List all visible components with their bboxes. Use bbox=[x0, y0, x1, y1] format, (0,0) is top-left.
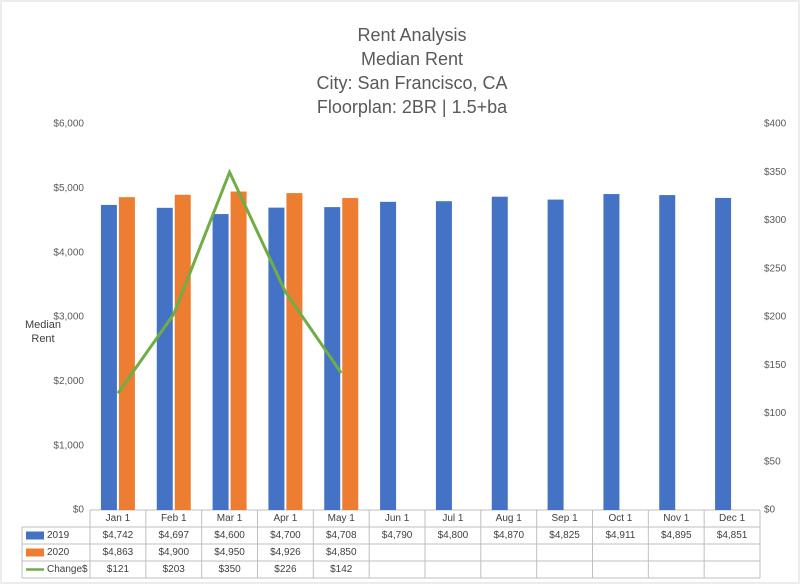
chart-title: Rent Analysis bbox=[357, 25, 466, 45]
bar bbox=[603, 194, 620, 510]
x-tick-label: Aug 1 bbox=[496, 513, 523, 524]
bar bbox=[156, 207, 173, 510]
y-tick-label: $4,000 bbox=[53, 247, 84, 258]
bar bbox=[212, 214, 229, 511]
bar bbox=[174, 194, 191, 510]
y-axis-label: Median Rent bbox=[24, 319, 62, 345]
legend-label: 2020 bbox=[47, 547, 70, 558]
bar bbox=[380, 201, 397, 511]
table-value: $203 bbox=[163, 564, 186, 575]
table-value: $4,742 bbox=[103, 530, 134, 541]
y2-tick-label: $100 bbox=[764, 408, 787, 419]
y-tick-label: $2,000 bbox=[53, 376, 84, 387]
x-tick-label: Dec 1 bbox=[719, 513, 746, 524]
y2-tick-label: $400 bbox=[764, 119, 787, 130]
y2-tick-label: $300 bbox=[764, 215, 787, 226]
line bbox=[116, 168, 343, 395]
table-value: $4,825 bbox=[549, 530, 580, 541]
table-value: $4,697 bbox=[158, 530, 189, 541]
bar bbox=[435, 201, 452, 510]
x-tick-label: Jan 1 bbox=[106, 513, 131, 524]
y-tick-label: $1,000 bbox=[53, 440, 84, 451]
y2-tick-label: $50 bbox=[764, 456, 781, 467]
x-tick-label: Mar 1 bbox=[217, 513, 243, 524]
bar bbox=[491, 196, 508, 511]
table-value: $4,950 bbox=[214, 547, 245, 558]
x-tick-label: Oct 1 bbox=[608, 513, 632, 524]
y2-tick-label: $250 bbox=[764, 263, 787, 274]
bar bbox=[118, 197, 135, 510]
y-tick-label: $0 bbox=[73, 505, 85, 516]
table-value: $4,800 bbox=[438, 530, 469, 541]
x-tick-label: Apr 1 bbox=[273, 513, 297, 524]
legend-label: Change$ bbox=[47, 564, 88, 575]
table-value: $121 bbox=[107, 564, 130, 575]
table-value: $4,926 bbox=[270, 547, 301, 558]
x-tick-label: Feb 1 bbox=[161, 513, 187, 524]
x-tick-label: May 1 bbox=[328, 513, 356, 524]
legend-label: 2019 bbox=[47, 530, 70, 541]
x-tick-label: Nov 1 bbox=[663, 513, 690, 524]
bar bbox=[659, 195, 676, 511]
x-tick-label: Sep 1 bbox=[552, 513, 579, 524]
bar bbox=[286, 193, 303, 510]
bar bbox=[268, 207, 285, 510]
table-value: $4,900 bbox=[158, 547, 189, 558]
table-value: $4,911 bbox=[605, 530, 635, 541]
y2-tick-label: $350 bbox=[764, 167, 787, 178]
bar bbox=[715, 197, 732, 510]
table-value: $4,895 bbox=[661, 530, 692, 541]
y-tick-label: $6,000 bbox=[53, 119, 84, 130]
table-value: $4,863 bbox=[103, 547, 134, 558]
table-value: $4,790 bbox=[382, 530, 413, 541]
table-value: $4,708 bbox=[326, 530, 357, 541]
bar bbox=[547, 199, 564, 510]
legend-marker bbox=[26, 548, 44, 557]
chart-title: Floorplan: 2BR | 1.5+ba bbox=[317, 97, 508, 117]
y-tick-label: $3,000 bbox=[53, 312, 84, 323]
x-tick-label: Jun 1 bbox=[385, 513, 410, 524]
y2-tick-label: $150 bbox=[764, 360, 787, 371]
y-tick-label: $5,000 bbox=[53, 183, 84, 194]
table-value: $350 bbox=[218, 564, 241, 575]
bar bbox=[100, 204, 117, 510]
table-value: $4,700 bbox=[270, 530, 301, 541]
table-value: $4,851 bbox=[717, 530, 748, 541]
table-value: $4,870 bbox=[493, 530, 524, 541]
legend-marker bbox=[26, 531, 44, 540]
table-value: $226 bbox=[274, 564, 297, 575]
bar bbox=[342, 197, 359, 510]
table-value: $142 bbox=[330, 564, 353, 575]
table-value: $4,600 bbox=[214, 530, 245, 541]
chart-title: Median Rent bbox=[361, 49, 463, 69]
y2-tick-label: $200 bbox=[764, 312, 787, 323]
y2-tick-label: $0 bbox=[764, 505, 776, 516]
table-value: $4,850 bbox=[326, 547, 357, 558]
x-tick-label: Jul 1 bbox=[442, 513, 464, 524]
bar bbox=[230, 191, 247, 511]
chart-title: City: San Francisco, CA bbox=[316, 73, 507, 93]
